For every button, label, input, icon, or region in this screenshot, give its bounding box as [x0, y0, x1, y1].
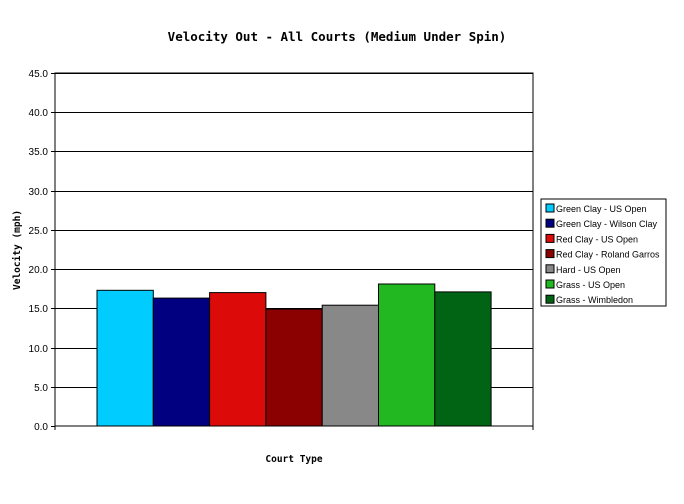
y-tick-label: 25.0 [29, 226, 49, 237]
y-tick-label: 20.0 [29, 265, 49, 276]
bar-grass-wimbledon [434, 291, 492, 427]
legend-label: Green Clay - Wilson Clay [556, 219, 658, 229]
y-tick-label: 30.0 [29, 187, 49, 198]
bar-green-clay-wilson-clay [152, 297, 211, 427]
legend: Green Clay - US Open Green Clay - Wilson … [540, 198, 667, 307]
bar-hard-us-open [321, 304, 380, 427]
legend-label: Green Clay - US Open [556, 204, 647, 214]
legend-label: Red Clay - US Open [556, 234, 638, 244]
plot-area-frame [54, 72, 534, 427]
chart-title: Velocity Out - All Courts (Medium Under … [168, 29, 507, 44]
legend-swatch [545, 294, 555, 304]
y-tick-label: 0.0 [34, 422, 48, 433]
legend-frame [540, 198, 667, 307]
legend-swatch [545, 203, 555, 213]
x-axis-title: Court Type [265, 454, 322, 465]
legend-label: Grass - US Open [556, 280, 625, 290]
legend-label: Hard - US Open [556, 265, 621, 275]
legend-swatch [545, 249, 555, 259]
legend-swatch [545, 218, 555, 228]
y-tick-label: 45.0 [29, 69, 49, 80]
y-tick-label: 10.0 [29, 344, 49, 355]
y-tick-label: 35.0 [29, 147, 49, 158]
bar-grass-us-open [378, 283, 436, 427]
legend-swatch [545, 264, 555, 274]
y-tick-label: 15.0 [29, 304, 49, 315]
legend-swatch [545, 233, 555, 243]
y-tick-label: 40.0 [29, 108, 49, 119]
bars [96, 283, 492, 427]
legend-swatch [545, 279, 555, 289]
bar-red-clay-roland-garros [265, 308, 323, 427]
legend-label: Red Clay - Roland Garros [556, 250, 660, 260]
bar-red-clay-us-open [209, 292, 267, 427]
y-tick-label: 5.0 [34, 383, 48, 394]
y-axis-title: Velocity (mph) [12, 210, 23, 290]
bar-green-clay-us-open [96, 289, 154, 427]
y-axis-ticks: 0.0 5.0 10.0 15.0 20.0 25.0 30.0 35.0 40.0 45.0 [29, 69, 534, 433]
legend-label: Grass - Wimbledon [556, 295, 633, 305]
